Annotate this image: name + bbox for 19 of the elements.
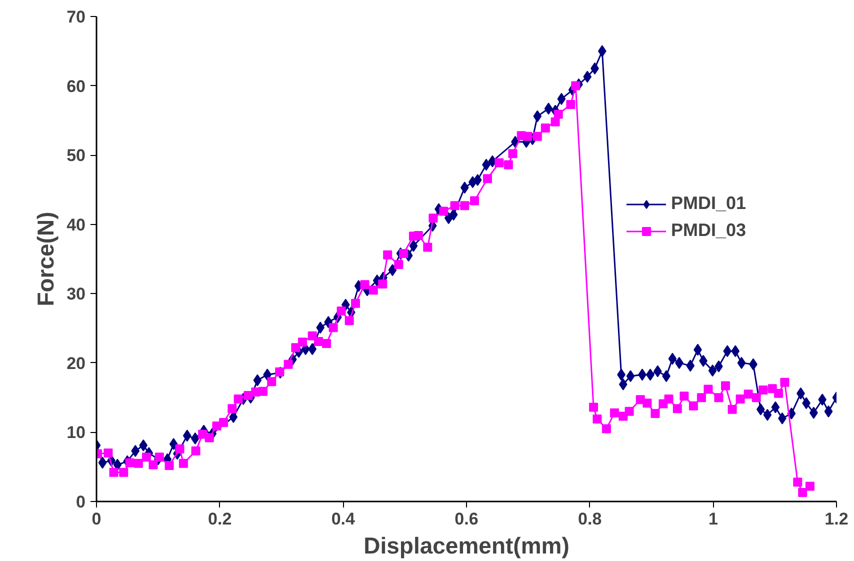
y-tick-label: 40 [66, 215, 86, 234]
legend-label: PMDI_03 [671, 220, 746, 241]
x-tick-label: 0 [92, 510, 102, 528]
x-axis-title: Displacement(mm) [364, 532, 570, 558]
x-tick-label: 0.6 [454, 510, 478, 528]
y-tick-label: 70 [66, 8, 86, 26]
x-tick-label: 1.2 [824, 510, 848, 528]
x-tick-label: 0.8 [578, 510, 602, 528]
y-tick-label: 20 [66, 354, 86, 373]
legend-label: PMDI_01 [671, 193, 746, 214]
y-axis-title: Force(N) [32, 212, 59, 306]
y-tick-label: 0 [76, 492, 86, 512]
y-tick-label: 50 [66, 146, 86, 166]
x-tick-label: 0.4 [331, 510, 356, 528]
y-tick-label: 30 [66, 284, 86, 304]
x-tick-label: 1 [708, 510, 718, 528]
x-tick-label: 0.2 [208, 510, 232, 528]
y-tick-label: 60 [66, 76, 86, 96]
y-tick-label: 10 [66, 423, 86, 442]
